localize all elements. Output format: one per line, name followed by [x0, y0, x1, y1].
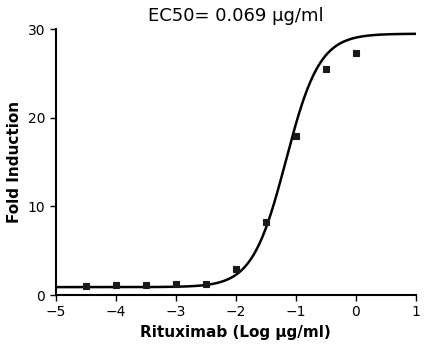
Title: EC50= 0.069 μg/ml: EC50= 0.069 μg/ml — [147, 7, 322, 25]
Y-axis label: Fold Induction: Fold Induction — [7, 101, 22, 223]
X-axis label: Rituximab (Log μg/ml): Rituximab (Log μg/ml) — [140, 325, 330, 340]
